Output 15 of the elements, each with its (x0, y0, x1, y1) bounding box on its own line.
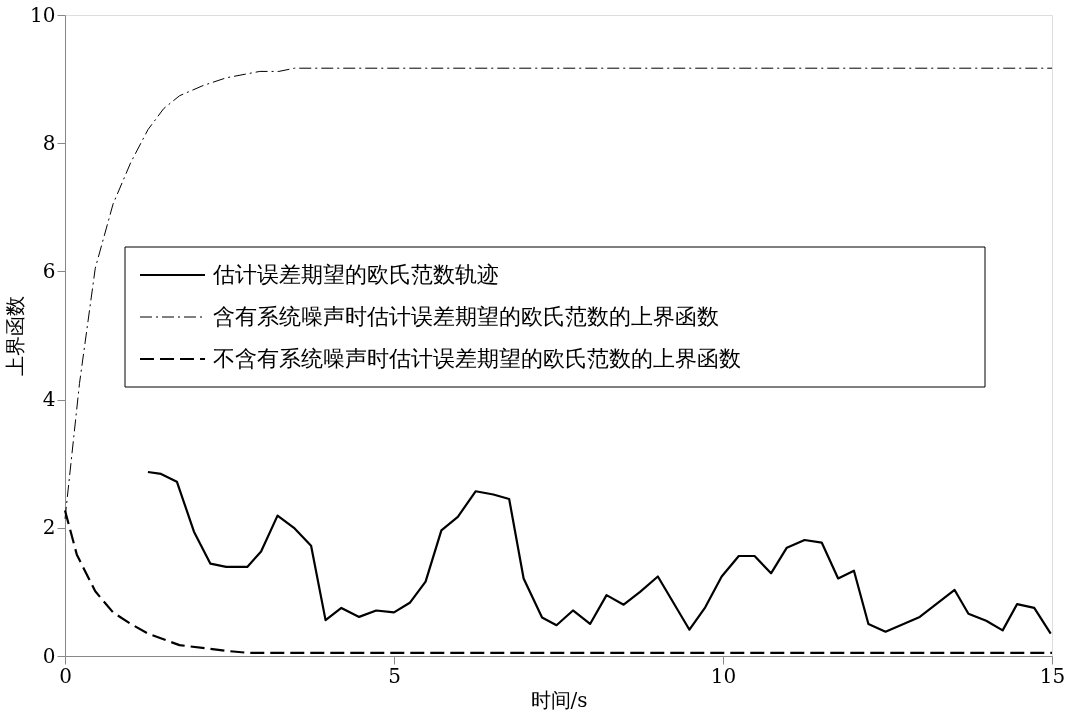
y-tick-label: 6 (42, 258, 56, 283)
x-tick-label: 0 (59, 663, 72, 688)
y-tick-label: 10 (30, 2, 56, 27)
x-axis-title: 时间/s (530, 687, 588, 712)
x-tick-label: 15 (1039, 663, 1066, 688)
y-tick-label: 0 (42, 643, 56, 668)
y-tick-label: 4 (42, 387, 56, 412)
y-axis-title: 上界函数 (3, 296, 28, 376)
legend-label: 不含有系统噪声时估计误差期望的欧氏范数的上界函数 (213, 346, 741, 371)
y-tick-label: 8 (42, 130, 56, 155)
legend-label: 估计误差期望的欧氏范数轨迹 (212, 262, 499, 287)
y-tick-label: 2 (42, 515, 56, 540)
x-tick-label: 10 (710, 663, 737, 688)
x-tick-label: 5 (388, 663, 401, 688)
legend-label: 含有系统噪声时估计误差期望的欧氏范数的上界函数 (213, 304, 719, 329)
